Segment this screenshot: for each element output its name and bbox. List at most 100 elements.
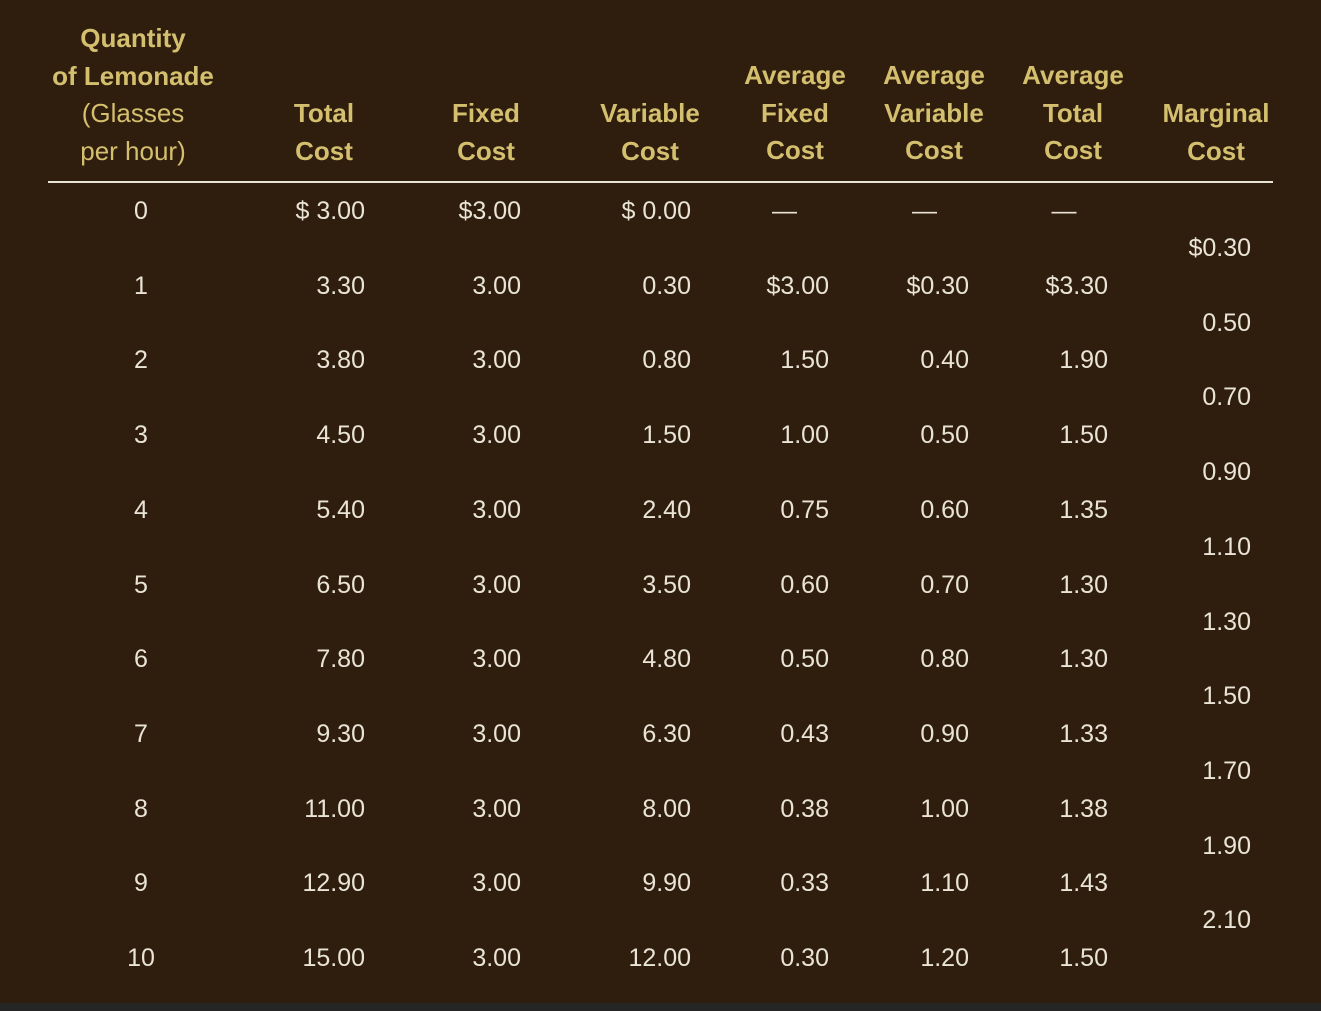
header-average-fixed-cost: Average Fixed Cost bbox=[730, 57, 860, 170]
cell-atc: 1.90 bbox=[1059, 346, 1108, 375]
cell-avc: — bbox=[912, 197, 937, 225]
header-average-total-cost: Average Total Cost bbox=[1008, 57, 1138, 170]
cell-tc: $ 3.00 bbox=[295, 197, 365, 225]
header-total-cost-line-2: Cost bbox=[295, 135, 353, 166]
header-quantity-line-2: of Lemonade bbox=[52, 60, 214, 91]
header-total-cost-line-1: Total bbox=[293, 98, 355, 128]
header-quantity-line-3: (Glasses bbox=[81, 98, 185, 128]
header-variable-cost-line-1: Variable bbox=[600, 98, 700, 128]
cell-afc: $3.00 bbox=[766, 271, 829, 300]
cell-afc: 0.43 bbox=[780, 719, 829, 748]
cell-tc: 3.80 bbox=[316, 346, 365, 375]
cell-atc: — bbox=[1051, 197, 1077, 225]
cell-q: 10 bbox=[127, 944, 155, 972]
cell-afc: 1.50 bbox=[780, 346, 829, 375]
marginal-cost-value: 0.70 bbox=[1202, 383, 1251, 412]
cell-vc: 2.40 bbox=[642, 495, 691, 524]
cell-tc: 6.50 bbox=[316, 570, 365, 599]
header-average-variable-cost: Average Variable Cost bbox=[869, 57, 999, 170]
header-average-fixed-cost-line-1: Average bbox=[744, 60, 846, 90]
bottom-border bbox=[0, 1003, 1321, 1011]
header-average-total-cost-line-2: Total bbox=[1042, 97, 1104, 128]
cell-atc: 1.50 bbox=[1059, 944, 1108, 972]
cell-vc: 0.30 bbox=[642, 271, 691, 300]
header-average-total-cost-line-3: Cost bbox=[1044, 135, 1102, 165]
cell-vc: 8.00 bbox=[642, 794, 691, 823]
header-divider bbox=[48, 181, 1273, 183]
cell-avc: 1.10 bbox=[920, 869, 969, 898]
cell-avc: 0.50 bbox=[920, 421, 969, 450]
header-marginal-cost: Marginal Cost bbox=[1146, 95, 1286, 170]
header-total-cost: Total Cost bbox=[264, 95, 384, 170]
header-variable-cost-line-2: Cost bbox=[621, 135, 679, 166]
cell-avc: $0.30 bbox=[906, 271, 969, 300]
header-quantity-line-1: Quantity bbox=[80, 23, 186, 53]
cell-tc: 12.90 bbox=[302, 869, 365, 898]
cell-fc: 3.00 bbox=[472, 495, 521, 524]
marginal-cost-value: 0.90 bbox=[1202, 458, 1251, 487]
cell-fc: 3.00 bbox=[472, 570, 521, 599]
cell-afc: 0.50 bbox=[780, 645, 829, 674]
cell-avc: 1.00 bbox=[920, 794, 969, 823]
header-fixed-cost: Fixed Cost bbox=[426, 95, 546, 170]
cell-q: 1 bbox=[134, 271, 148, 300]
marginal-cost-value: 2.10 bbox=[1202, 906, 1251, 935]
header-average-variable-cost-line-2: Variable bbox=[884, 97, 984, 128]
cell-atc: 1.30 bbox=[1059, 645, 1108, 674]
header-average-fixed-cost-line-3: Cost bbox=[766, 135, 824, 165]
header-marginal-cost-line-2: Cost bbox=[1187, 135, 1245, 166]
cell-tc: 3.30 bbox=[316, 271, 365, 300]
cell-fc: 3.00 bbox=[472, 421, 521, 450]
cell-avc: 0.70 bbox=[920, 570, 969, 599]
header-fixed-cost-line-2: Cost bbox=[457, 135, 515, 166]
cell-afc: 0.75 bbox=[780, 495, 829, 524]
cell-vc: 1.50 bbox=[642, 421, 691, 450]
header-variable-cost: Variable Cost bbox=[585, 95, 715, 170]
cell-tc: 9.30 bbox=[316, 719, 365, 748]
cell-vc: 0.80 bbox=[642, 346, 691, 375]
cell-fc: 3.00 bbox=[472, 719, 521, 748]
cell-tc: 15.00 bbox=[302, 944, 365, 972]
cell-q: 2 bbox=[134, 346, 148, 375]
cell-q: 8 bbox=[134, 794, 148, 823]
cell-q: 5 bbox=[134, 570, 148, 599]
cell-fc: $3.00 bbox=[458, 197, 521, 225]
marginal-cost-value: 1.10 bbox=[1202, 532, 1251, 561]
cell-atc: 1.43 bbox=[1059, 869, 1108, 898]
header-marginal-cost-line-1: Marginal bbox=[1162, 98, 1270, 128]
cell-atc: 1.33 bbox=[1059, 719, 1108, 748]
header-quantity: Quantity of Lemonade (Glasses per hour) bbox=[48, 20, 218, 170]
header-quantity-line-4: per hour) bbox=[80, 135, 186, 166]
marginal-cost-value: 0.50 bbox=[1202, 308, 1251, 337]
cell-q: 6 bbox=[134, 645, 148, 674]
cell-afc: 0.30 bbox=[780, 944, 829, 972]
cell-avc: 0.90 bbox=[920, 719, 969, 748]
cell-fc: 3.00 bbox=[472, 869, 521, 898]
cell-avc: 0.60 bbox=[920, 495, 969, 524]
cell-vc: 6.30 bbox=[642, 719, 691, 748]
cell-fc: 3.00 bbox=[472, 346, 521, 375]
header-average-total-cost-line-1: Average bbox=[1022, 60, 1124, 90]
cell-afc: 0.60 bbox=[780, 570, 829, 599]
header-average-variable-cost-line-3: Cost bbox=[905, 135, 963, 165]
cell-atc: 1.38 bbox=[1059, 794, 1108, 823]
cell-tc: 11.00 bbox=[304, 794, 365, 823]
cell-vc: 3.50 bbox=[642, 570, 691, 599]
cell-tc: 4.50 bbox=[316, 421, 365, 450]
cell-q: 4 bbox=[134, 495, 148, 524]
cell-afc: 0.38 bbox=[780, 794, 829, 823]
marginal-cost-value: $0.30 bbox=[1188, 234, 1251, 262]
cell-afc: 1.00 bbox=[780, 421, 829, 450]
cell-tc: 5.40 bbox=[316, 495, 365, 524]
header-average-variable-cost-line-1: Average bbox=[883, 60, 985, 90]
cell-vc: $ 0.00 bbox=[621, 197, 691, 225]
marginal-cost-value: 1.50 bbox=[1202, 682, 1251, 711]
cell-atc: 1.50 bbox=[1059, 421, 1108, 450]
cell-fc: 3.00 bbox=[472, 645, 521, 674]
cell-afc: — bbox=[772, 197, 797, 225]
cell-fc: 3.00 bbox=[472, 794, 521, 823]
cell-avc: 0.80 bbox=[920, 645, 969, 674]
cell-avc: 1.20 bbox=[920, 944, 969, 972]
cell-afc: 0.33 bbox=[780, 869, 829, 898]
cell-q: 3 bbox=[134, 421, 148, 450]
